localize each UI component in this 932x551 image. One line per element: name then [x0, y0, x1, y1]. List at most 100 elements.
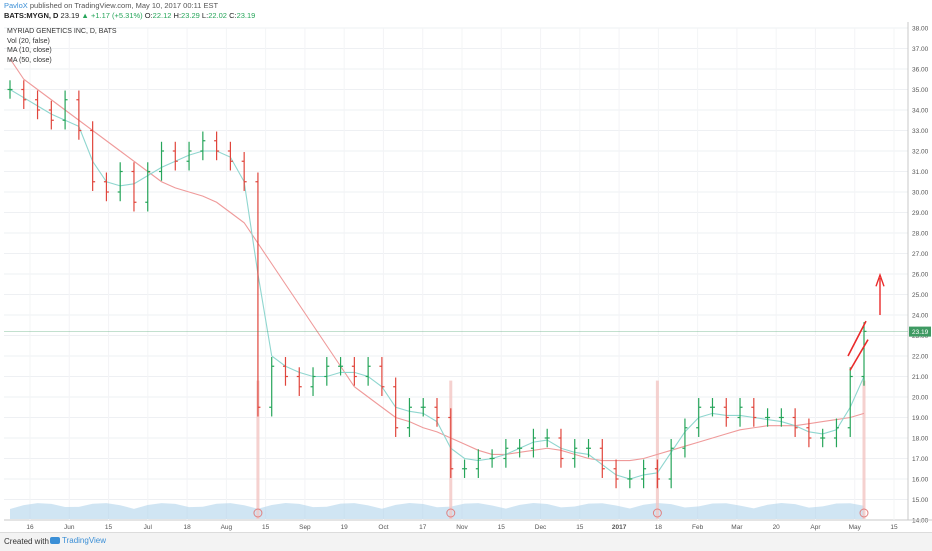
ohlc-bar: [475, 449, 481, 478]
ohlc-bar: [668, 439, 674, 489]
y-tick-label: 19.00: [912, 415, 929, 422]
symbol-label[interactable]: BATS:MYGN, D: [4, 11, 59, 20]
ohlc-bar: [737, 398, 743, 427]
ohlc-bar: [35, 90, 41, 120]
ohlc-bar: [269, 357, 275, 417]
ma50-line: [9, 58, 865, 462]
channel-upper: [847, 320, 867, 357]
low-value: 22.02: [208, 11, 227, 20]
x-tick-label: 16: [26, 524, 34, 531]
ohlc-bar: [214, 131, 220, 161]
ohlc-bar: [351, 357, 357, 386]
ohlc-bar: [709, 398, 715, 417]
x-tick-label: 15: [890, 524, 898, 531]
y-tick-label: 21.00: [912, 374, 929, 381]
close-label: C:: [229, 11, 237, 20]
ohlc-bar: [544, 428, 550, 448]
ohlc-bar: [434, 398, 440, 427]
y-tick-label: 36.00: [912, 67, 929, 74]
legend-vol[interactable]: Vol (20, false): [7, 37, 50, 45]
up-triangle-icon: ▲: [81, 11, 89, 20]
x-tick-label: 17: [419, 524, 427, 531]
ohlc-bar: [365, 357, 371, 386]
ohlc-bar: [586, 439, 592, 458]
ohlc-bar: [820, 428, 826, 448]
last-price: 23.19: [60, 11, 80, 20]
ohlc-bar: [76, 90, 82, 140]
y-tick-label: 22.00: [912, 354, 929, 361]
open-value: 22.12: [152, 11, 172, 20]
y-tick-label: 25.00: [912, 292, 929, 299]
y-tick-label: 28.00: [912, 231, 929, 238]
x-tick-label: 15: [498, 524, 506, 531]
x-tick-label: 2017: [612, 524, 627, 531]
ohlc-bar: [21, 80, 27, 109]
price-change: +1.17 (+5.31%): [90, 11, 143, 20]
y-tick-label: 34.00: [912, 108, 929, 115]
ohlc-bar: [90, 121, 96, 191]
earnings-marker-icon: [253, 508, 263, 518]
y-tick-label: 20.00: [912, 395, 929, 402]
volume-area: [10, 503, 864, 519]
x-tick-label: Oct: [378, 524, 388, 531]
x-tick-label: Mar: [731, 524, 743, 531]
ohlc-bar: [379, 357, 385, 396]
ohlc-bar: [282, 357, 288, 386]
chart-header: PavloX published on TradingView.com, May…: [0, 0, 932, 22]
legend-ma10[interactable]: MA (10, close): [7, 47, 52, 54]
y-tick-label: 15.00: [912, 497, 929, 504]
ohlc-bar: [723, 398, 729, 427]
ohlc-bar: [641, 459, 647, 489]
ohlc-bar: [572, 439, 578, 468]
y-tick-label: 24.00: [912, 313, 929, 320]
ohlc-bar: [682, 418, 688, 458]
last-price-tag: [909, 326, 931, 337]
ohlc-bar: [310, 367, 316, 396]
earnings-marker-icon: [859, 508, 869, 518]
x-tick-label: 15: [576, 524, 584, 531]
x-tick-label: May: [849, 524, 862, 531]
ohlc-bar: [186, 141, 192, 171]
ohlc-bar: [200, 131, 206, 161]
ohlc-bar: [613, 459, 619, 489]
ohlc-bar: [778, 408, 784, 427]
ohlc-bar: [489, 449, 495, 468]
ohlc-bar: [48, 100, 54, 130]
tradingview-brand[interactable]: TradingView: [50, 536, 106, 545]
ohlc-bar: [131, 162, 137, 212]
y-tick-label: 32.00: [912, 149, 929, 156]
high-value: 23.29: [181, 11, 200, 20]
ohlc-bar: [324, 357, 330, 386]
ohlc-bar: [792, 408, 798, 437]
earnings-marker-icon: [446, 508, 456, 518]
ohlc-bar: [558, 428, 564, 468]
ohlc-bar: [599, 439, 605, 478]
ohlc-bar: [241, 152, 247, 191]
chart-legend: MYRIAD GENETICS INC, D, BATS Vol (20, fa…: [7, 27, 117, 65]
footer: Created with TradingView: [0, 532, 932, 551]
author-link[interactable]: PavloX: [4, 1, 28, 10]
ohlc-bar: [530, 428, 536, 458]
last-price-tag-label: 23.19: [912, 329, 929, 336]
ohlc-bar: [503, 439, 509, 468]
ohlc-bar: [117, 162, 123, 202]
x-tick-label: 15: [105, 524, 113, 531]
ohlc-bar: [765, 408, 771, 427]
ohlc-bar: [296, 367, 302, 396]
y-tick-label: 37.00: [912, 46, 929, 53]
volume-spike: [862, 380, 866, 519]
publish-info: published on TradingView.com, May 10, 20…: [29, 1, 219, 10]
y-tick-label: 26.00: [912, 272, 929, 279]
ohlc-bar: [7, 80, 13, 99]
ohlc-bar: [406, 398, 412, 437]
ohlc-bar: [338, 357, 344, 376]
x-tick-label: Aug: [221, 524, 233, 531]
channel-lower: [849, 339, 869, 371]
open-label: O:: [144, 11, 153, 20]
ohlc-bar: [448, 408, 454, 478]
price-chart[interactable]: 14.00 15.00 16.00 17.00 18.00 19.00 20.00 21.00…: [0, 22, 932, 532]
y-tick-label: 17.00: [912, 456, 929, 463]
legend-title[interactable]: MYRIAD GENETICS INC, D, BATS: [7, 28, 117, 35]
y-tick-label: 14.00: [912, 518, 929, 525]
legend-ma50[interactable]: MA (50, close): [7, 56, 52, 64]
